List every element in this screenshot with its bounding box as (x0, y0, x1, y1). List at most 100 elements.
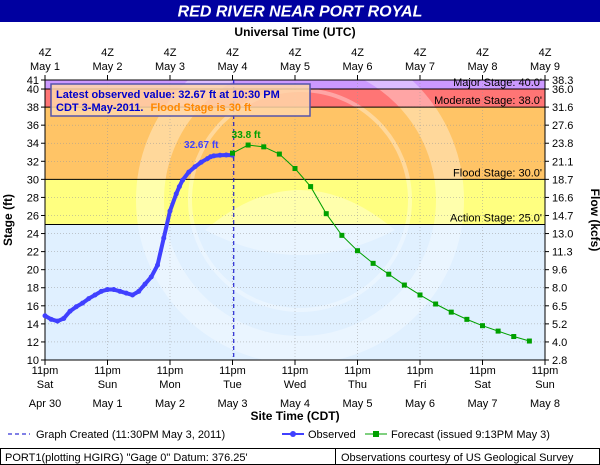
flow-tick-label: 21.1 (552, 156, 573, 168)
site-tick-date: May 6 (405, 398, 435, 410)
forecast-point (511, 334, 517, 340)
flow-tick-label: 14.7 (552, 210, 573, 222)
utc-tick-date: May 2 (93, 61, 123, 73)
site-tick-time: 11pm (94, 365, 121, 377)
observed-point (98, 288, 104, 294)
utc-tick-hour: 4Z (351, 47, 364, 59)
flow-tick-label: 27.6 (552, 120, 573, 132)
stage-tick-label: 10 (27, 355, 39, 367)
observed-point (130, 292, 135, 298)
observed-point (176, 184, 182, 190)
site-tick-day: Sat (474, 379, 491, 391)
site-tick-time: 11pm (32, 365, 59, 377)
flow-tick-label: 31.6 (552, 102, 573, 114)
threshold-label-1: Moderate Stage: 38.0' (434, 95, 542, 107)
flow-tick-label: 8.0 (552, 283, 567, 295)
observed-point (161, 235, 167, 241)
forecast-point (495, 328, 501, 334)
stage-tick-label: 28 (27, 192, 39, 204)
stage-tick-label: 16 (27, 301, 39, 313)
observed-point (217, 152, 223, 158)
utc-tick-date: May 5 (280, 61, 310, 73)
observed-point (123, 290, 129, 296)
utc-tick-date: May 3 (155, 61, 185, 73)
forecast-point (370, 260, 376, 266)
utc-tick-hour: 4Z (164, 47, 177, 59)
observed-point (80, 300, 85, 306)
utc-tick-date: May 8 (468, 61, 498, 73)
title-bar (0, 0, 600, 22)
forecast-point (448, 309, 454, 315)
forecast-point (386, 271, 392, 277)
flow-tick-label: 4.0 (552, 337, 567, 349)
observed-point (180, 177, 185, 183)
observed-point (136, 288, 142, 294)
stage-tick-label: 34 (27, 138, 39, 150)
stage-tick-label: 38 (27, 102, 39, 114)
latest-value-box: Latest observed value: 32.67 ft at 10:30… (50, 83, 311, 117)
stage-tick-label: 32 (27, 156, 39, 168)
observed-point (73, 304, 79, 310)
forecast-point (230, 150, 235, 156)
noaa-watermark (136, 36, 464, 364)
site-tick-date: May 3 (218, 398, 248, 410)
stage-tick-label: 12 (27, 337, 39, 349)
site-tick-date: May 4 (280, 398, 310, 410)
utc-axis-label: Universal Time (UTC) (234, 25, 355, 39)
site-tick-date: May 5 (343, 398, 373, 410)
observed-point (155, 262, 160, 268)
site-tick-time: 11pm (344, 365, 371, 377)
forecast-point (355, 248, 360, 254)
forecast-point (261, 144, 267, 150)
site-tick-day: Mon (159, 379, 180, 391)
flow-tick-label: 18.7 (552, 174, 573, 186)
flow-tick-label: 38.3 (552, 75, 573, 87)
legend: Graph Created (11:30PM May 3, 2011) Obse… (8, 429, 550, 441)
site-tick-day: Wed (284, 379, 306, 391)
forecast-point (292, 166, 298, 172)
utc-tick-date: May 9 (530, 61, 560, 73)
forecast-series (230, 142, 532, 344)
observed-point (148, 274, 154, 280)
observed-point (211, 153, 217, 159)
site-tick-time: 11pm (469, 365, 496, 377)
observed-value-label: 32.67 ft (184, 140, 219, 151)
observed-point (111, 287, 117, 293)
site-tick-time: 11pm (219, 365, 246, 377)
flow-tick-label: 9.6 (552, 265, 567, 277)
observed-point (105, 287, 110, 293)
observed-point (223, 152, 229, 158)
observed-point (192, 164, 198, 170)
observed-point (67, 308, 73, 314)
stage-band-1 (45, 179, 545, 225)
utc-tick-hour: 4Z (414, 47, 427, 59)
flow-tick-label: 5.2 (552, 319, 567, 331)
site-tick-date: May 8 (530, 398, 560, 410)
utc-tick-hour: 4Z (289, 47, 302, 59)
stage-tick-label: 24 (27, 229, 39, 241)
forecast-point (464, 316, 470, 322)
x-axis-ticks: 4Z May 1 4Z May 2 4Z May 3 4Z May 4 4Z May 5 4Z May… (29, 47, 560, 410)
utc-tick-date: May 1 (30, 61, 60, 73)
site-tick-day: Sat (37, 379, 54, 391)
stage-tick-label: 30 (27, 174, 39, 186)
site-tick-date: May 7 (468, 398, 498, 410)
site-tick-date: May 2 (155, 398, 185, 410)
observed-point (61, 315, 67, 321)
stage-axis-label: Stage (ft) (1, 194, 15, 246)
threshold-label-3: Action Stage: 25.0' (450, 213, 542, 225)
forecast-point (323, 211, 329, 217)
site-tick-time: 11pm (407, 365, 434, 377)
utc-tick-hour: 4Z (39, 47, 52, 59)
forecast-point (401, 282, 407, 288)
observed-point (167, 208, 173, 214)
utc-tick-hour: 4Z (101, 47, 114, 59)
legend-observed: Observed (308, 429, 356, 441)
site-tick-day: Fri (414, 379, 427, 391)
site-tick-day: Sun (535, 379, 555, 391)
forecast-point (433, 301, 439, 307)
observed-point (55, 318, 60, 324)
utc-tick-hour: 4Z (226, 47, 239, 59)
